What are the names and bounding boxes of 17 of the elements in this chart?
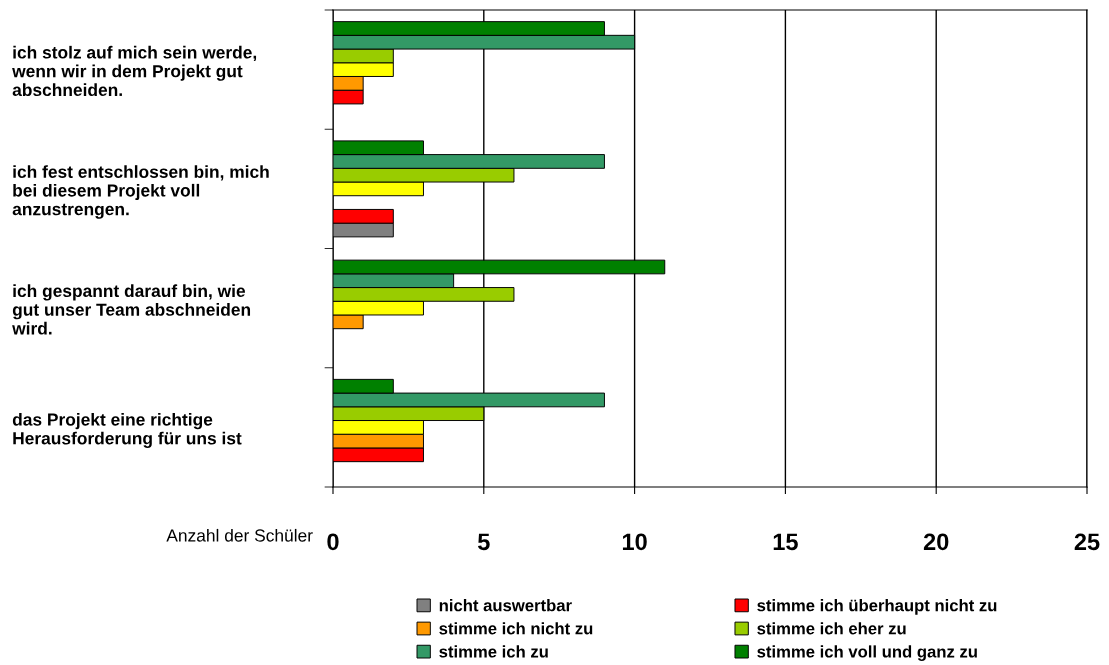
legend-label: stimme ich nicht zu [439,622,593,635]
x-tick-label: 25 [1074,533,1100,551]
x-tick-label: 15 [773,533,798,551]
legend-label: stimme ich eher zu [757,622,906,635]
y-tick-label: das Projekt eine richtige Herausforderung für uns ist [12,412,242,448]
y-tick-label: ich stolz auf mich sein werde, wenn wir in dem Projekt gut abschneiden. [12,45,257,97]
x-tick-label: 10 [622,533,647,551]
legend-label: stimme ich überhaupt nicht zu [757,599,997,615]
legend-label: stimme ich voll und ganz zu [757,645,977,661]
y-tick-label: ich gespannt darauf bin, wie gut unser Team abschneiden wird. [12,284,251,335]
x-tick-label: 5 [477,533,490,551]
y-tick-label: ich fest entschlossen bin, mich bei diesem Projekt voll anzustrengen. [12,165,269,219]
legend-label: nicht auswertbar [439,599,572,612]
x-axis-title: Anzahl der Schüler [166,528,313,542]
x-tick-label: 20 [923,533,949,551]
x-tick-label: 0 [327,533,339,551]
legend-label: stimme ich zu [439,645,548,658]
